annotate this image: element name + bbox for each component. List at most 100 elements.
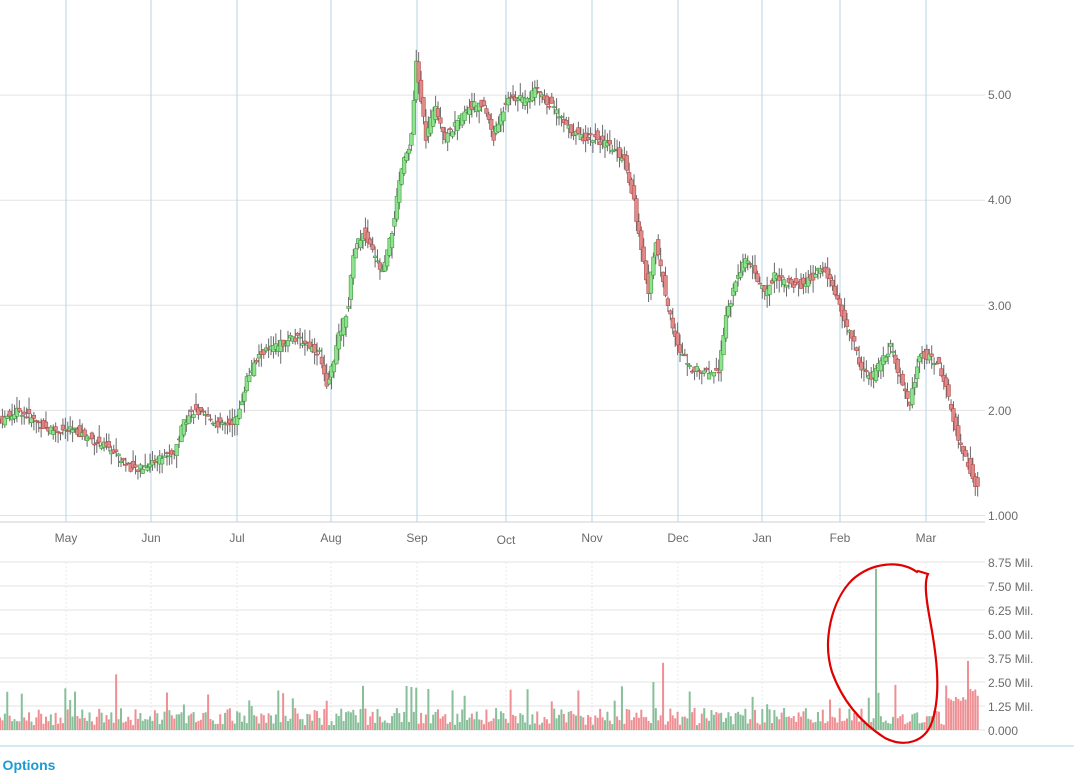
price-candle	[312, 344, 317, 353]
price-candle	[237, 408, 242, 419]
price-candle	[675, 332, 680, 346]
volume-bar	[158, 724, 161, 730]
volume-bar	[279, 722, 282, 730]
price-candle	[963, 449, 968, 457]
price-candle	[956, 425, 961, 441]
volume-bar	[13, 719, 16, 730]
volume-bar	[129, 719, 132, 730]
volume-bar	[942, 724, 945, 730]
price-candle	[351, 255, 356, 279]
volume-bar	[790, 718, 793, 730]
volume-bar	[611, 724, 614, 730]
volume-bar	[362, 685, 364, 730]
volume-bar	[378, 716, 381, 730]
price-candle	[106, 441, 111, 448]
price-candle	[89, 432, 95, 440]
price-candle	[34, 420, 39, 422]
volume-bar	[819, 721, 822, 730]
volume-bar	[490, 720, 493, 730]
volume-bar	[807, 718, 810, 730]
price-candle	[118, 460, 124, 464]
volume-bar	[587, 714, 590, 730]
price-candle	[617, 147, 622, 159]
volume-bar	[211, 720, 214, 730]
volume-bar	[224, 712, 227, 730]
volume-bar	[928, 716, 931, 730]
volume-bar	[657, 720, 660, 730]
volume-bar	[54, 712, 57, 730]
volume-bar	[57, 723, 60, 730]
price-candle	[51, 430, 56, 435]
volume-bar	[565, 722, 568, 730]
volume-bar	[853, 712, 856, 730]
price-candle	[958, 442, 963, 445]
price-candle	[416, 61, 421, 83]
volume-tick-label: 3.75 Mil.	[988, 652, 1033, 666]
volume-bar	[582, 717, 585, 730]
volume-bar	[879, 716, 882, 730]
volume-bar	[785, 716, 788, 730]
volume-bar	[100, 712, 103, 730]
volume-bar	[681, 716, 684, 730]
x-tick-label: May	[55, 531, 78, 545]
volume-bar	[260, 713, 263, 730]
price-candle	[438, 117, 443, 124]
volume-bar	[843, 720, 846, 730]
volume-bar	[604, 720, 606, 730]
price-candle	[912, 382, 917, 388]
volume-bar	[889, 723, 892, 730]
volume-bar	[502, 713, 505, 730]
price-candle	[256, 354, 262, 359]
price-candle	[745, 260, 750, 264]
price-candle	[544, 95, 550, 105]
volume-bar	[320, 724, 323, 730]
volume-bars	[0, 568, 979, 730]
volume-bar	[591, 724, 594, 730]
price-candle	[68, 426, 73, 430]
price-candle	[404, 152, 409, 161]
price-candle	[682, 354, 687, 357]
volume-bar	[783, 707, 786, 730]
volume-bar	[470, 713, 473, 730]
price-candle	[777, 276, 782, 281]
price-candle	[368, 238, 373, 245]
volume-bar	[132, 725, 135, 730]
volume-bar	[814, 722, 817, 730]
volume-bar	[524, 722, 527, 730]
price-candle	[946, 384, 951, 397]
volume-bar	[797, 712, 800, 730]
price-candle	[24, 416, 29, 419]
volume-bar	[83, 717, 86, 730]
price-candle	[314, 353, 320, 356]
volume-bar	[509, 689, 512, 730]
annotation-circle	[826, 563, 939, 744]
x-tick-label: Dec	[667, 531, 688, 545]
volume-bar	[950, 699, 953, 730]
volume-bar	[134, 709, 137, 730]
volume-bar	[589, 716, 592, 730]
volume-bar	[168, 710, 171, 730]
volume-bar	[628, 709, 631, 730]
price-candle	[859, 361, 864, 371]
chart-options-link[interactable]: t Options	[0, 757, 56, 773]
volume-bar	[945, 685, 948, 730]
volume-bar	[30, 721, 33, 730]
price-candle	[418, 79, 424, 102]
volume-bar	[737, 711, 740, 730]
volume-bar	[514, 716, 517, 730]
price-candle	[917, 355, 922, 363]
volume-bar	[76, 716, 79, 730]
volume-bar	[78, 718, 81, 730]
price-candle	[663, 275, 668, 296]
price-candle	[94, 442, 99, 445]
volume-bar	[284, 715, 287, 730]
price-candle	[97, 436, 102, 443]
volume-bar	[127, 716, 130, 730]
price-candle	[510, 94, 516, 98]
volume-bar	[437, 709, 440, 730]
volume-bar	[618, 720, 621, 730]
volume-bar	[708, 720, 711, 730]
volume-bar	[429, 723, 432, 730]
volume-bar	[642, 717, 645, 730]
